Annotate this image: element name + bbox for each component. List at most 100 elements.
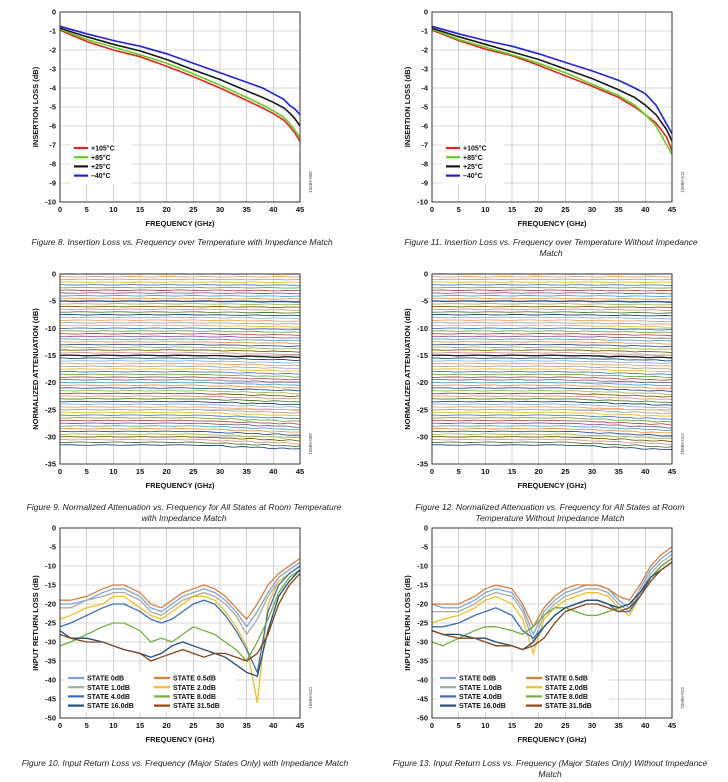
x-tick-label: 5 (85, 467, 89, 476)
state-line (59, 411, 301, 416)
state-line (59, 324, 301, 328)
state-line (431, 406, 673, 412)
y-tick-label: -30 (45, 432, 56, 441)
x-tick-label: 15 (136, 205, 144, 214)
y-tick-label: -5 (421, 297, 428, 306)
x-tick-label: 10 (109, 721, 117, 730)
state-line (59, 403, 301, 409)
state-line (432, 294, 673, 298)
y-tick-label: -35 (45, 460, 56, 469)
state-line (431, 390, 673, 395)
y-tick-label: -15 (417, 351, 428, 360)
y-tick-label: -6 (49, 122, 56, 131)
x-tick-label: 25 (189, 467, 197, 476)
x-axis-label: FREQUENCY (GHz) (145, 219, 215, 228)
state-line (431, 333, 673, 337)
y-tick-label: -8 (421, 160, 428, 169)
y-tick-label: -6 (421, 122, 428, 131)
y-tick-label: -5 (49, 543, 56, 552)
state-line (60, 278, 301, 281)
state-line (60, 311, 301, 314)
legend-box (437, 672, 609, 712)
x-tick-label: 40 (641, 721, 649, 730)
y-tick-label: -25 (417, 405, 428, 414)
y-tick-label: -35 (417, 657, 428, 666)
state-line (59, 322, 301, 325)
state-line (432, 400, 673, 406)
legend-label: STATE 4.0dB (459, 694, 502, 701)
state-line (431, 414, 673, 420)
y-tick-label: -5 (421, 543, 428, 552)
state-line (431, 357, 673, 362)
x-tick-label: 15 (136, 467, 144, 476)
series-line (59, 25, 301, 116)
x-tick-label: 20 (162, 205, 170, 214)
x-tick-label: 15 (508, 467, 516, 476)
series-line (59, 27, 301, 127)
y-tick-label: 0 (424, 270, 428, 279)
legend-label: +85°C (91, 154, 111, 162)
state-line (431, 368, 673, 373)
legend-label: +25°C (463, 163, 483, 171)
x-tick-label: 35 (614, 467, 622, 476)
series-line (60, 561, 301, 628)
series-line (431, 28, 673, 155)
state-line (431, 411, 673, 417)
state-line (432, 335, 672, 339)
figure-code: 15689-010 (308, 687, 313, 709)
legend-label: STATE 0.5dB (173, 676, 216, 683)
x-tick-label: 25 (561, 467, 569, 476)
figure-10-caption: Figure 10. Input Return Loss vs. Frequen… (21, 758, 349, 768)
state-line (59, 427, 301, 433)
state-line (431, 322, 673, 325)
x-tick-label: 20 (534, 467, 542, 476)
y-tick-label: -10 (417, 198, 428, 207)
state-line (59, 333, 301, 336)
x-tick-label: 35 (614, 721, 622, 730)
state-line (59, 436, 301, 442)
y-tick-label: -4 (421, 84, 428, 93)
figure-9-chart: 0 5 10 15 20 25 30 35 40 45 0 -5 -10 -15 -20 -25 -30 -35 F… (6, 266, 318, 496)
state-line (431, 330, 673, 334)
state-line (431, 338, 673, 342)
x-axis-label: FREQUENCY (GHz) (517, 481, 587, 490)
series-line (431, 550, 673, 637)
y-tick-label: -2 (421, 46, 428, 55)
y-tick-label: -10 (45, 562, 56, 571)
legend-label: STATE 31.5dB (545, 703, 592, 710)
y-tick-label: -35 (45, 657, 56, 666)
legend-label: STATE 4.0dB (87, 694, 130, 701)
y-tick-label: -30 (45, 638, 56, 647)
y-tick-label: -40 (417, 676, 428, 685)
figure-9-caption: Figure 9. Normalized Attenuation vs. Fre… (26, 502, 342, 523)
x-tick-label: 5 (457, 205, 461, 214)
state-line (59, 444, 301, 450)
plot-area (431, 11, 673, 203)
figure-code: 15689-009 (308, 433, 313, 455)
state-line (59, 338, 301, 342)
x-tick-label: 40 (269, 721, 277, 730)
y-tick-label: -7 (49, 141, 56, 150)
y-tick-label: -10 (417, 562, 428, 571)
state-line (59, 305, 301, 308)
x-tick-label: 30 (588, 721, 596, 730)
y-tick-label: -5 (421, 103, 428, 112)
y-tick-label: -3 (49, 65, 56, 74)
y-axis-label: NORMALIZED ATTENUATION (dB) (403, 308, 412, 430)
series-line (59, 573, 301, 662)
legend-label: +85°C (463, 154, 483, 162)
x-tick-label: 5 (85, 721, 89, 730)
state-line (59, 357, 301, 361)
x-tick-label: 35 (614, 205, 622, 214)
state-line (431, 365, 673, 370)
x-tick-label: 0 (58, 467, 62, 476)
state-line (59, 441, 301, 447)
state-line (431, 324, 673, 328)
x-tick-label: 25 (561, 205, 569, 214)
x-tick-label: 45 (668, 205, 676, 214)
x-tick-label: 10 (481, 467, 489, 476)
x-tick-label: 45 (668, 467, 676, 476)
y-tick-label: -15 (45, 581, 56, 590)
y-tick-label: -25 (45, 619, 56, 628)
plot-border (431, 527, 673, 719)
